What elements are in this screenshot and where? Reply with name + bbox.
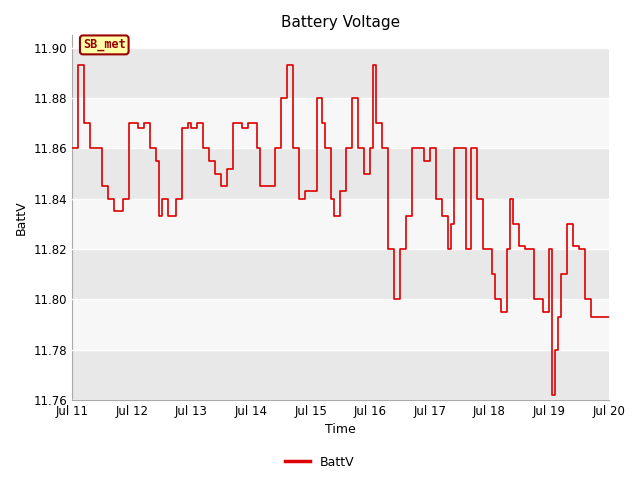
Bar: [72, 148, 609, 199]
Bar: [72, 349, 609, 400]
X-axis label: Time: Time: [325, 423, 356, 436]
Bar: [72, 249, 609, 299]
Title: Battery Voltage: Battery Voltage: [281, 15, 400, 30]
Y-axis label: BattV: BattV: [15, 200, 28, 235]
Legend: BattV: BattV: [280, 451, 360, 474]
Bar: [72, 98, 609, 148]
Bar: [72, 48, 609, 98]
Text: SB_met: SB_met: [83, 38, 125, 51]
Bar: [72, 199, 609, 249]
Bar: [72, 299, 609, 349]
